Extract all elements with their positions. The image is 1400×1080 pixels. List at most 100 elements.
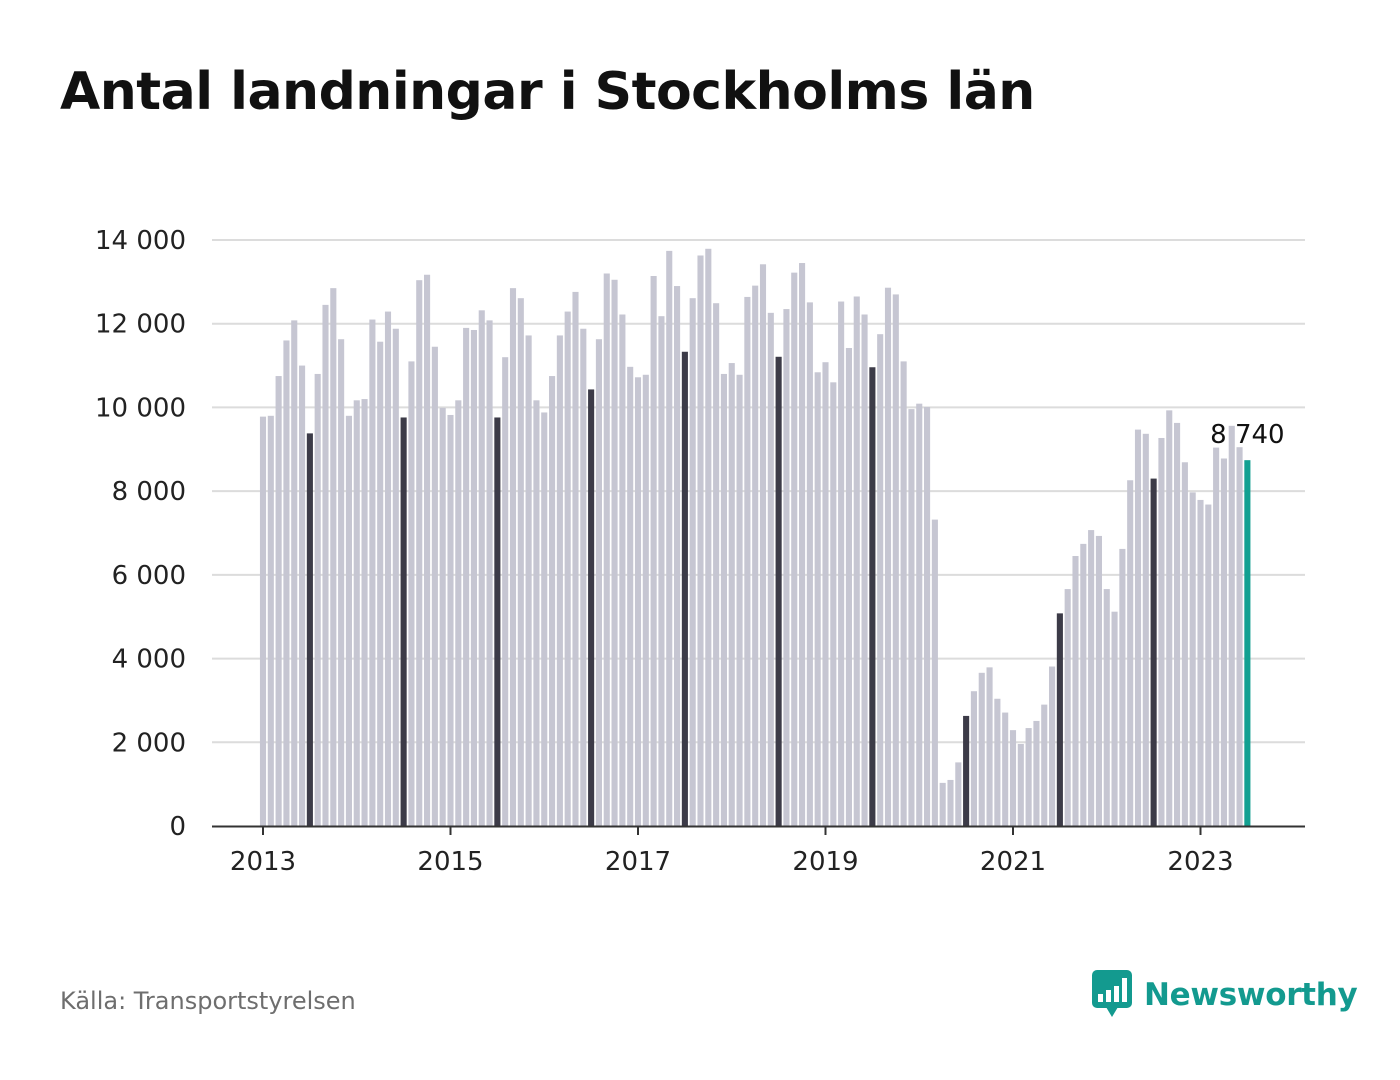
bar[interactable] — [861, 314, 868, 826]
bar[interactable] — [1142, 433, 1149, 826]
bar[interactable] — [775, 356, 782, 826]
bar[interactable] — [408, 361, 415, 826]
bar[interactable] — [322, 304, 329, 827]
bar[interactable] — [752, 285, 759, 827]
bar[interactable] — [783, 309, 790, 826]
bar[interactable] — [1150, 478, 1157, 826]
bar[interactable] — [799, 263, 806, 826]
bar[interactable] — [658, 316, 665, 826]
bar[interactable] — [947, 779, 954, 826]
bar[interactable] — [400, 417, 407, 826]
bar[interactable] — [259, 416, 267, 826]
bar[interactable] — [845, 347, 852, 826]
bar[interactable] — [1220, 458, 1227, 826]
bar[interactable] — [314, 373, 321, 826]
bar[interactable] — [541, 412, 548, 826]
bar[interactable] — [986, 667, 993, 826]
bar[interactable] — [994, 698, 1001, 826]
bar[interactable] — [353, 400, 360, 826]
bar[interactable] — [869, 367, 876, 826]
bar[interactable] — [619, 314, 626, 826]
bar[interactable] — [1174, 422, 1181, 826]
bar[interactable] — [494, 417, 501, 826]
bar[interactable] — [978, 672, 985, 826]
bar[interactable] — [267, 415, 274, 826]
bar[interactable] — [666, 250, 673, 826]
bar[interactable] — [1095, 535, 1102, 826]
bar[interactable] — [728, 363, 735, 826]
bar[interactable] — [1111, 611, 1118, 826]
bar[interactable] — [900, 361, 907, 826]
bar[interactable] — [588, 389, 595, 826]
bar[interactable] — [767, 312, 774, 826]
bar[interactable] — [759, 264, 767, 827]
bar[interactable] — [533, 400, 540, 826]
bar[interactable] — [1064, 589, 1071, 826]
bar[interactable] — [1213, 447, 1220, 826]
bar[interactable] — [736, 374, 743, 826]
bar[interactable] — [1228, 425, 1235, 826]
bar[interactable] — [1236, 447, 1243, 826]
bar[interactable] — [1033, 720, 1040, 826]
bar[interactable] — [822, 362, 829, 826]
bar[interactable] — [916, 403, 923, 826]
bar[interactable] — [416, 280, 423, 826]
bar[interactable] — [1056, 613, 1063, 826]
bar[interactable] — [642, 374, 649, 826]
bar[interactable] — [892, 294, 899, 826]
bar[interactable] — [1127, 480, 1134, 826]
bar[interactable] — [908, 409, 915, 826]
bar[interactable] — [1244, 460, 1251, 826]
bar[interactable] — [1205, 504, 1212, 826]
bar[interactable] — [1072, 556, 1079, 826]
bar[interactable] — [1049, 666, 1056, 826]
bar[interactable] — [830, 382, 837, 826]
bar[interactable] — [603, 273, 610, 826]
bar[interactable] — [689, 298, 696, 827]
bar[interactable] — [525, 335, 532, 826]
bar[interactable] — [877, 334, 884, 826]
bar[interactable] — [549, 376, 556, 826]
bar[interactable] — [595, 339, 602, 826]
bar[interactable] — [283, 340, 290, 826]
bar[interactable] — [1080, 543, 1087, 826]
bar[interactable] — [650, 275, 657, 826]
bar[interactable] — [1009, 730, 1017, 826]
bar[interactable] — [1002, 712, 1009, 826]
bar[interactable] — [924, 407, 931, 826]
newsworthy-logo[interactable]: Newsworthy — [1092, 970, 1358, 1020]
bar[interactable] — [1197, 499, 1204, 826]
bar[interactable] — [931, 519, 938, 826]
bar[interactable] — [1041, 704, 1048, 826]
bar[interactable] — [556, 335, 563, 826]
bar[interactable] — [720, 373, 727, 826]
bar[interactable] — [1189, 492, 1196, 826]
bar[interactable] — [431, 346, 438, 826]
bar[interactable] — [299, 365, 306, 826]
bar[interactable] — [1158, 437, 1165, 826]
bar[interactable] — [1025, 728, 1032, 826]
bar[interactable] — [564, 311, 571, 827]
bar[interactable] — [853, 296, 860, 826]
bar[interactable] — [674, 286, 681, 826]
bar[interactable] — [705, 248, 712, 827]
bar[interactable] — [345, 415, 352, 826]
bar[interactable] — [509, 288, 517, 826]
bar[interactable] — [1017, 743, 1024, 826]
bar[interactable] — [517, 298, 524, 827]
bar[interactable] — [744, 296, 751, 826]
bar[interactable] — [392, 328, 399, 826]
bar[interactable] — [361, 399, 368, 826]
bar[interactable] — [634, 377, 642, 826]
bar[interactable] — [806, 302, 813, 826]
bar[interactable] — [1166, 410, 1173, 826]
bar[interactable] — [330, 288, 337, 826]
bar[interactable] — [572, 291, 579, 827]
bar[interactable] — [502, 357, 509, 826]
bar[interactable] — [791, 272, 798, 826]
bar[interactable] — [463, 327, 470, 826]
bar[interactable] — [580, 328, 587, 826]
bar[interactable] — [697, 255, 704, 827]
bar[interactable] — [970, 691, 977, 826]
bar[interactable] — [447, 414, 454, 826]
